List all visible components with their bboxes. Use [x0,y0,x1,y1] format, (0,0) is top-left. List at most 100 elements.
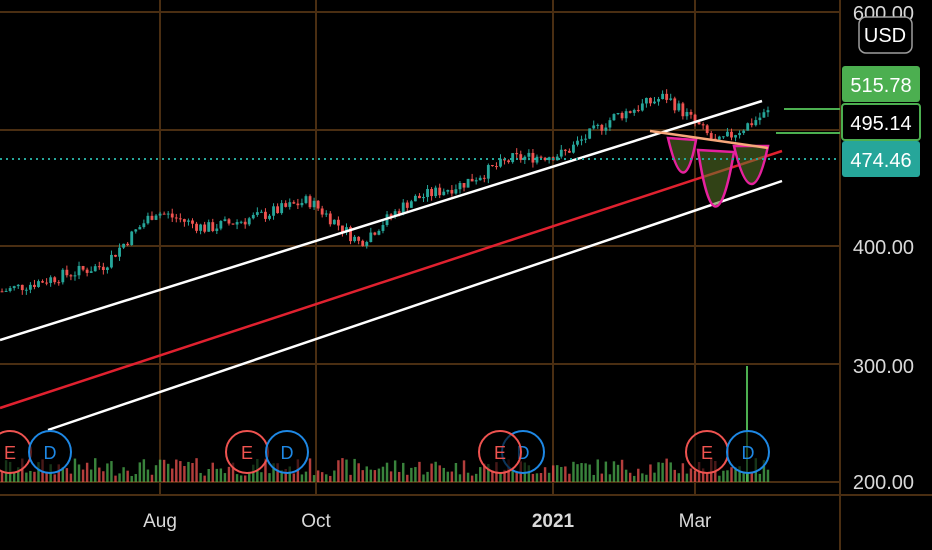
candle-body [4,290,8,292]
volume-bar [248,471,251,482]
right-shoulder-shape[interactable] [732,144,770,185]
time-tick-label: 2021 [532,511,575,532]
candle-body [101,266,105,270]
candle-body [511,153,515,163]
candle-body [434,187,438,197]
candle-body [195,223,198,231]
earnings-marker[interactable]: E [685,430,729,474]
candle-body [454,189,458,194]
volume-bar [187,461,190,482]
volume-bar [53,474,56,482]
earnings-marker[interactable]: E [0,430,32,474]
earnings-marker[interactable]: E [225,430,269,474]
dividend-marker[interactable]: D [726,430,770,474]
candle-body [592,125,596,129]
volume-bar [158,459,162,482]
candle-body [89,271,93,273]
candle-body [478,177,482,181]
candle-body [644,97,648,104]
candle-body [567,150,571,153]
candle-body [105,267,109,270]
candle-body [596,124,600,126]
volume-bar [183,466,186,482]
candle-body [182,219,186,222]
candle-body [33,284,36,287]
volume-bar [166,463,170,482]
dividend-marker[interactable]: D [28,430,72,474]
volume-bar [406,474,409,482]
event-markers[interactable]: E D E D D E E D [0,430,770,474]
left-shoulder-shape[interactable] [666,136,698,174]
candle-body [697,122,701,125]
time-axis[interactable]: Aug Oct 2021 Mar [143,511,712,532]
volume-bar [211,462,214,482]
candle-body [397,211,401,215]
candle-body [717,136,721,140]
volume-bar [438,465,441,482]
price-badge-label: 474.46 [850,150,911,172]
head-and-shoulders-pattern[interactable] [649,129,770,208]
candle-body [211,222,215,231]
volume-bar [604,461,608,482]
candle-body [235,222,239,225]
candle-body [486,165,490,179]
channel-mid-line[interactable] [0,149,783,410]
candle-body [268,215,271,219]
channel-lower-line[interactable] [47,179,783,432]
target-lines [0,108,840,160]
candle-body [608,120,612,128]
volume-bar [329,475,332,482]
candle-body [750,123,754,126]
volume-bar [750,472,753,482]
neckline[interactable] [649,129,769,150]
candle-body [8,288,12,291]
candle-body [247,218,251,225]
candle-body [276,206,280,214]
candle-body [81,266,85,270]
candle-body [539,156,543,158]
volume-bar [126,470,129,482]
candle-body [353,236,357,242]
volume-bar [653,472,656,482]
regression-channel[interactable] [0,99,783,432]
candle-body [576,140,579,145]
candle-body [65,269,69,276]
volume-bar [320,472,324,482]
candle-body [584,138,588,140]
volume-bar [381,466,385,482]
volume-bar [483,463,486,482]
candle-body [758,117,762,121]
candle-body [16,284,20,287]
volume-bar [633,475,636,482]
candle-body [442,191,446,196]
volume-bar [608,474,612,482]
candle-body [308,196,312,208]
volume-bar [110,461,113,482]
candle-body [612,114,616,121]
candle-body [259,211,263,213]
volume-bar [81,469,85,482]
candle-body [49,277,53,283]
currency-button[interactable]: USD [858,16,913,54]
candle-body [292,202,296,204]
head-shape[interactable] [696,148,736,208]
candle-body [746,123,750,131]
candle-body [389,214,393,217]
volume-bar [21,458,24,482]
candle-body [705,125,709,134]
channel-upper-line[interactable] [0,99,763,342]
volume-bar [762,460,766,482]
candle-body [118,247,121,257]
dividend-marker[interactable]: D [265,430,309,474]
volume-bar [470,475,474,482]
candle-body [28,284,32,290]
volume-bar [114,475,117,482]
volume-bar [33,471,36,482]
volume-bar [191,463,194,482]
candle-body [45,282,49,284]
volume-bar [487,464,490,482]
earnings-marker[interactable]: E [478,430,522,474]
volume-bar [272,463,275,482]
volume-bar [243,475,247,482]
